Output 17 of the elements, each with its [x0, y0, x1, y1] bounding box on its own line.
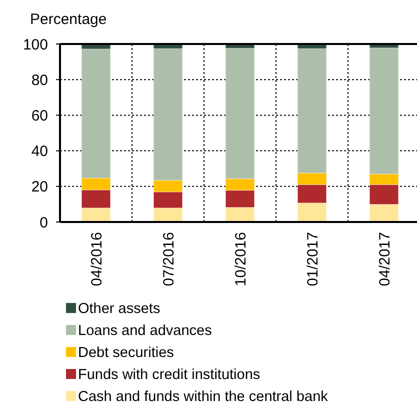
- legend-label: Cash and funds within the central bank: [78, 389, 329, 403]
- y-tick-label: 20: [31, 178, 48, 196]
- x-tick-label: 04/2016: [88, 232, 106, 286]
- x-tick-label: 07/2016: [160, 232, 178, 286]
- y-tick-label: 0: [40, 214, 48, 232]
- y-tick-label: 40: [31, 143, 48, 160]
- legend-label: Debt securities: [78, 345, 174, 362]
- legend-label: Other assets: [78, 301, 160, 318]
- x-tick-label: 10/2016: [232, 232, 250, 286]
- y-tick-label: 60: [31, 107, 48, 124]
- x-tick-label: 04/2017: [376, 232, 394, 286]
- y-tick-label: 80: [31, 72, 48, 89]
- legend-label: Loans and advances: [78, 323, 212, 340]
- legend-label: Funds with credit institutions: [78, 367, 260, 384]
- y-tick-label: 100: [22, 36, 48, 54]
- x-tick-label: 01/2017: [304, 232, 322, 286]
- y-axis-title: Percentage: [30, 11, 107, 28]
